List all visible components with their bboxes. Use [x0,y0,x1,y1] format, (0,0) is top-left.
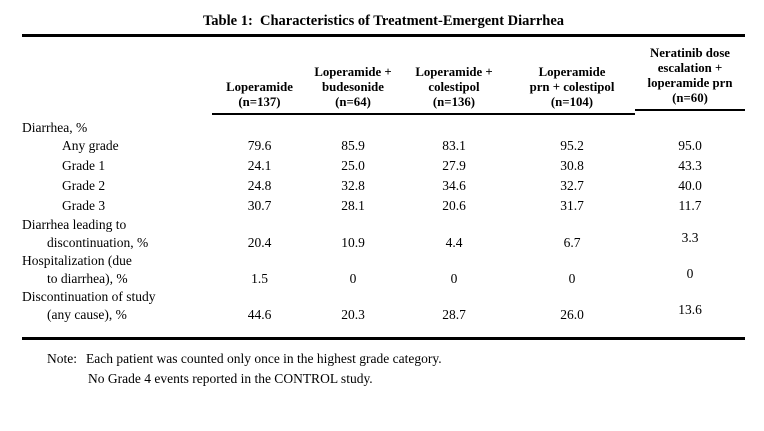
row-label: Discontinuation of study (any cause), % [22,289,156,322]
column-header-line: escalation + [657,61,723,75]
table-row-grade-1: Grade 1 24.1 25.0 27.9 30.8 43.3 [22,156,745,176]
table-row-study-discontinuation: Discontinuation of study (any cause), % … [22,288,745,324]
value-cell: 11.7 [678,198,702,213]
value-cell: 0 [686,266,694,281]
column-header-line: loperamide prn [647,76,733,90]
value-cell: 0 [568,271,576,286]
header-row: Loperamide (n=137) Loperamide + budesoni… [22,37,745,115]
top-rule [22,34,745,37]
value-cell: 95.0 [678,138,702,153]
table-title: Table 1: Characteristics of Treatment-Em… [202,13,565,29]
value-cell: 32.7 [560,178,584,193]
table-row-diarrhea-discontinuation: Diarrhea leading to discontinuation, % 2… [22,216,745,252]
table-row-grade-2: Grade 2 24.8 32.8 34.6 32.7 40.0 [22,176,745,196]
value-cell: 31.7 [560,198,584,213]
note-text: Each patient was counted only once in th… [86,351,442,366]
value-cell: 44.6 [247,307,272,322]
column-header-line: prn + colestipol [529,80,615,94]
value-cell: 32.8 [341,178,365,193]
column-header-n: (n=64) [335,95,371,109]
value-cell: 85.9 [341,138,365,153]
value-cell: 1.5 [251,271,268,286]
value-cell: 13.6 [678,302,702,317]
value-cell: 83.1 [442,138,466,153]
value-cell: 95.2 [560,138,584,153]
value-cell: 34.6 [442,178,466,193]
row-label: Grade 1 [62,158,106,173]
column-header-line: Neratinib dose [650,46,730,60]
column-header-line: Loperamide [226,80,293,94]
column-header-loperamide-prn-colestipol: Loperamide prn + colestipol (n=104) [509,37,635,115]
value-cell: 3.3 [681,230,699,245]
value-cell: 28.7 [442,307,466,322]
value-cell: 10.9 [341,235,365,250]
value-cell: 25.0 [341,158,365,173]
value-cell: 30.8 [560,158,584,173]
bottom-rule [22,337,745,340]
column-header-loperamide-colestipol: Loperamide + colestipol (n=136) [399,37,509,115]
note-line-1: Note: Each patient was counted only once … [47,349,764,369]
column-header-line: budesonide [322,80,384,94]
note-line-2: No Grade 4 events reported in the CONTRO… [88,371,373,386]
value-cell: 43.3 [678,158,702,173]
value-cell: 6.7 [563,235,581,250]
value-cell: 24.8 [247,178,272,193]
table-row-grade-3: Grade 3 30.7 28.1 20.6 31.7 11.7 [22,196,745,216]
column-header-n: (n=104) [550,95,594,109]
column-header-line: colestipol [428,80,480,94]
value-cell: 24.1 [247,158,272,173]
column-header-line: Loperamide + [314,65,392,79]
row-label: Diarrhea, % [22,120,88,135]
row-label: Diarrhea leading to discontinuation, % [22,217,149,250]
value-cell: 4.4 [445,235,463,250]
value-cell: 0 [450,271,458,286]
value-cell: 20.6 [442,198,466,213]
column-header-n: (n=136) [432,95,476,109]
table-notes: Note: Each patient was counted only once … [47,349,764,389]
value-cell: 28.1 [341,198,365,213]
column-header-neratinib: Neratinib dose escalation + loperamide p… [635,37,745,115]
row-label: Grade 3 [62,198,106,213]
data-table: Loperamide (n=137) Loperamide + budesoni… [22,37,745,324]
column-header-line: Loperamide [538,65,606,79]
value-cell: 40.0 [678,178,702,193]
table-row-diarrhea-section: Diarrhea, % [22,115,745,136]
value-cell: 20.4 [247,235,272,250]
note-label: Note: [47,351,77,366]
table-row-any-grade: Any grade 79.6 85.9 83.1 95.2 95.0 [22,136,745,156]
row-label: Hospitalization (due to diarrhea), % [22,253,132,286]
header-stub-cell [22,37,212,115]
value-cell: 20.3 [341,307,365,322]
value-cell: 79.6 [247,138,272,153]
column-header-line: Loperamide + [415,65,493,79]
row-label: Any grade [62,138,119,153]
column-header-loperamide-budesonide: Loperamide + budesonide (n=64) [307,37,399,115]
value-cell: 30.7 [247,198,272,213]
column-header-n: (n=137) [238,95,281,109]
column-header-loperamide: Loperamide (n=137) [212,37,307,115]
column-header-n: (n=60) [672,91,708,105]
table-row-hospitalization: Hospitalization (due to diarrhea), % 1.5… [22,252,745,288]
value-cell: 27.9 [442,158,466,173]
row-label: Grade 2 [62,178,106,193]
value-cell: 0 [349,271,357,286]
value-cell: 26.0 [560,307,584,322]
